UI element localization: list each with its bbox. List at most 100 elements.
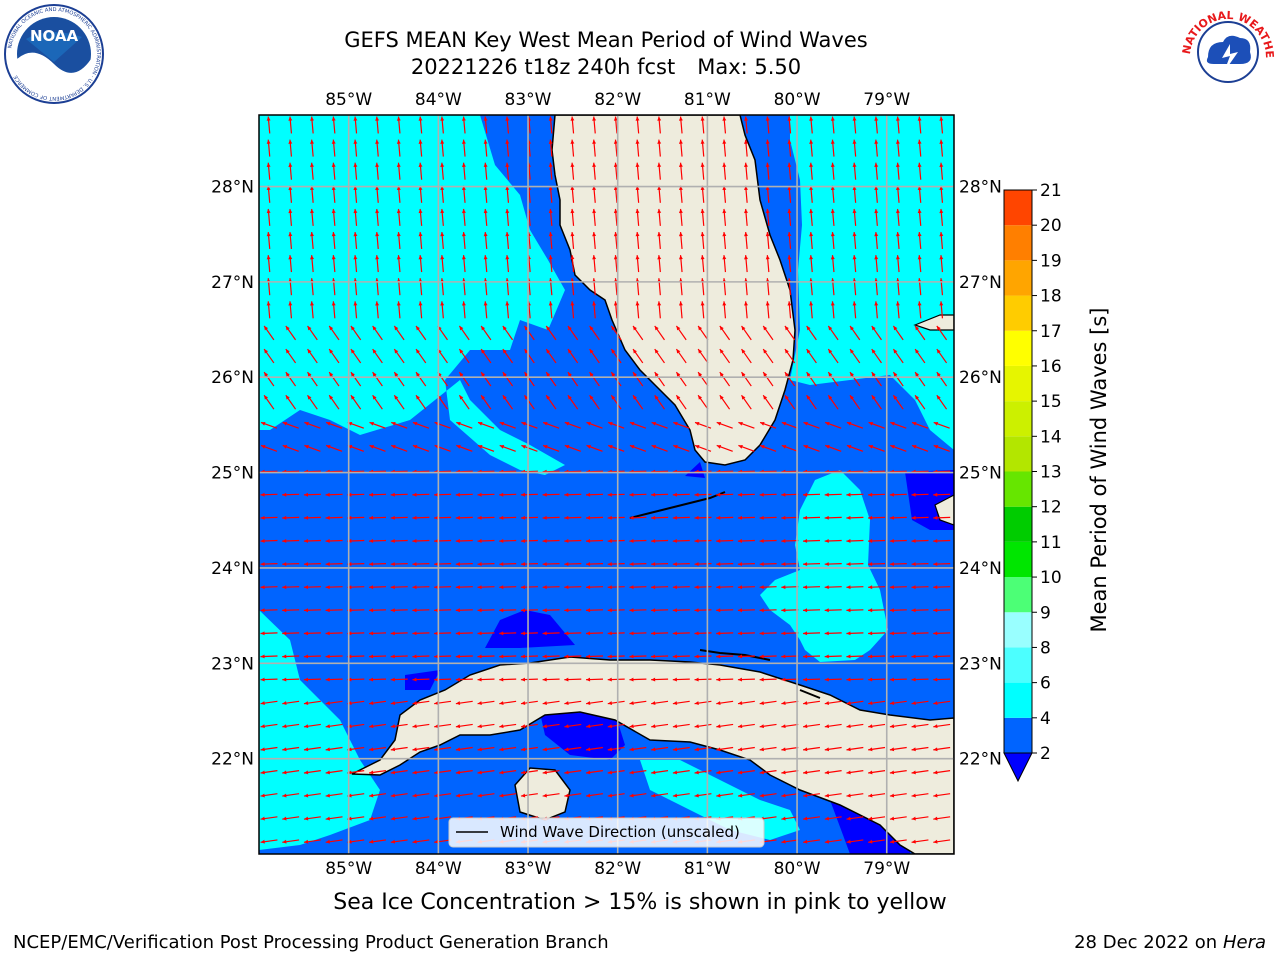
cuba-north-keys <box>699 649 821 699</box>
wind-wave-arrow <box>480 348 492 364</box>
wind-wave-arrow <box>325 492 343 497</box>
wind-wave-arrow <box>632 325 644 341</box>
wind-wave-arrow <box>607 677 625 682</box>
wind-wave-arrow <box>567 325 579 341</box>
wind-wave-arrow <box>737 723 755 729</box>
wind-wave-arrow <box>868 839 886 844</box>
wind-wave-arrow <box>288 208 293 226</box>
wind-wave-arrow <box>458 394 470 410</box>
wind-wave-arrow <box>483 301 488 319</box>
wind-wave-arrow <box>892 394 904 410</box>
wind-wave-arrow <box>911 562 929 567</box>
wind-wave-arrow <box>741 348 752 364</box>
wind-wave-arrow <box>260 492 278 497</box>
wind-wave-arrow <box>759 515 777 520</box>
wind-wave-arrow <box>585 793 604 798</box>
wind-wave-arrow <box>455 562 473 567</box>
lat-label-right: 28°N <box>959 178 1002 198</box>
wind-wave-arrow <box>933 562 951 567</box>
wind-wave-arrow <box>722 231 727 250</box>
wind-wave-arrow <box>629 770 647 775</box>
wind-wave-arrow <box>759 746 777 752</box>
wind-wave-arrow <box>852 162 857 180</box>
wind-wave-arrow <box>635 185 640 203</box>
wind-wave-arrow <box>830 185 835 203</box>
credit-line: NCEP/EMC/Verification Post Processing Pr… <box>13 932 609 953</box>
wind-wave-arrow <box>415 348 427 364</box>
wind-wave-arrow <box>564 793 582 798</box>
wind-wave-arrow <box>368 515 387 520</box>
wind-wave-arrow <box>651 770 669 775</box>
wind-wave-arrow <box>895 139 900 157</box>
wind-wave-arrow <box>266 301 271 319</box>
wind-wave-arrow <box>585 631 604 636</box>
wave-period-zone-florida-bay <box>685 462 705 478</box>
wind-wave-arrow <box>505 301 510 319</box>
wind-wave-arrow <box>827 325 839 341</box>
wind-wave-arrow <box>391 444 408 452</box>
wind-wave-arrow <box>911 839 929 844</box>
wind-wave-arrow <box>737 538 755 543</box>
wind-wave-arrow <box>499 677 517 682</box>
wind-wave-arrow <box>390 677 408 682</box>
wind-wave-arrow <box>809 231 814 250</box>
wind-wave-arrow <box>868 677 886 682</box>
wind-wave-arrow <box>672 677 690 682</box>
wind-wave-arrow <box>260 421 278 429</box>
wind-wave-arrow <box>651 585 669 590</box>
wind-wave-arrow <box>678 255 683 273</box>
wind-wave-arrow <box>890 421 907 429</box>
wind-wave-arrow <box>802 723 821 729</box>
wind-wave-arrow <box>455 515 473 520</box>
wind-wave-arrow <box>657 162 662 180</box>
wind-wave-arrow <box>700 255 705 273</box>
colorbar-tick-label: 11 <box>1040 533 1062 553</box>
wind-wave-arrow <box>303 631 321 636</box>
wind-wave-arrow <box>914 325 926 341</box>
wind-wave-arrow <box>613 139 618 157</box>
wind-wave-arrow <box>520 654 538 659</box>
wind-wave-arrow <box>759 793 777 798</box>
wind-wave-arrow <box>303 538 321 543</box>
wind-wave-arrow <box>868 492 886 497</box>
wind-wave-arrow <box>477 654 495 659</box>
wind-wave-arrow <box>651 444 668 452</box>
wind-wave-arrow <box>282 538 300 543</box>
wind-wave-arrow <box>694 538 712 543</box>
wind-wave-arrow <box>765 255 770 273</box>
wind-wave-arrow <box>434 770 452 775</box>
wind-wave-arrow <box>629 793 647 798</box>
wind-wave-arrow <box>585 677 604 682</box>
wind-wave-arrow <box>499 444 516 452</box>
wind-wave-arrow <box>325 654 343 659</box>
wind-wave-arrow <box>564 631 582 636</box>
wind-wave-arrow <box>849 371 861 387</box>
wind-wave-arrow <box>483 255 488 273</box>
wind-wave-arrow <box>933 444 950 452</box>
wind-wave-arrow <box>396 301 401 319</box>
wind-wave-arrow <box>846 492 864 497</box>
wind-wave-arrow <box>871 325 882 341</box>
wind-wave-arrow <box>325 677 343 682</box>
wind-wave-arrow <box>890 444 907 452</box>
wind-wave-arrow <box>759 654 777 659</box>
wind-wave-arrow <box>310 162 314 180</box>
wind-wave-arrow <box>310 139 314 157</box>
wind-wave-arrow <box>610 371 622 387</box>
wind-wave-arrow <box>737 654 755 659</box>
wind-wave-arrow <box>396 208 401 226</box>
wind-wave-arrow <box>567 371 579 387</box>
wind-wave-arrow <box>548 231 553 250</box>
wind-wave-arrow <box>368 608 387 613</box>
footnote: Sea Ice Concentration > 15% is shown in … <box>333 890 947 915</box>
wind-wave-arrow <box>440 162 445 180</box>
wind-wave-arrow <box>260 608 278 613</box>
plot-subtitle: 20221226 t18z 240h fcst Max: 5.50 <box>256 54 956 80</box>
lon-label-top: 79°W <box>863 90 910 110</box>
wind-wave-arrow <box>434 631 452 636</box>
wind-wave-arrow <box>846 654 864 659</box>
wind-wave-arrow <box>502 348 514 364</box>
wind-wave-arrow <box>737 562 755 567</box>
wind-wave-arrow <box>310 231 314 250</box>
wind-wave-arrow <box>874 208 879 226</box>
